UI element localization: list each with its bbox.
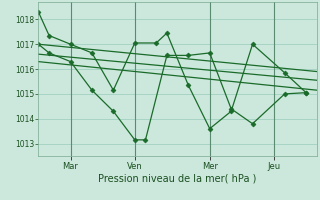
- X-axis label: Pression niveau de la mer( hPa ): Pression niveau de la mer( hPa ): [99, 173, 257, 183]
